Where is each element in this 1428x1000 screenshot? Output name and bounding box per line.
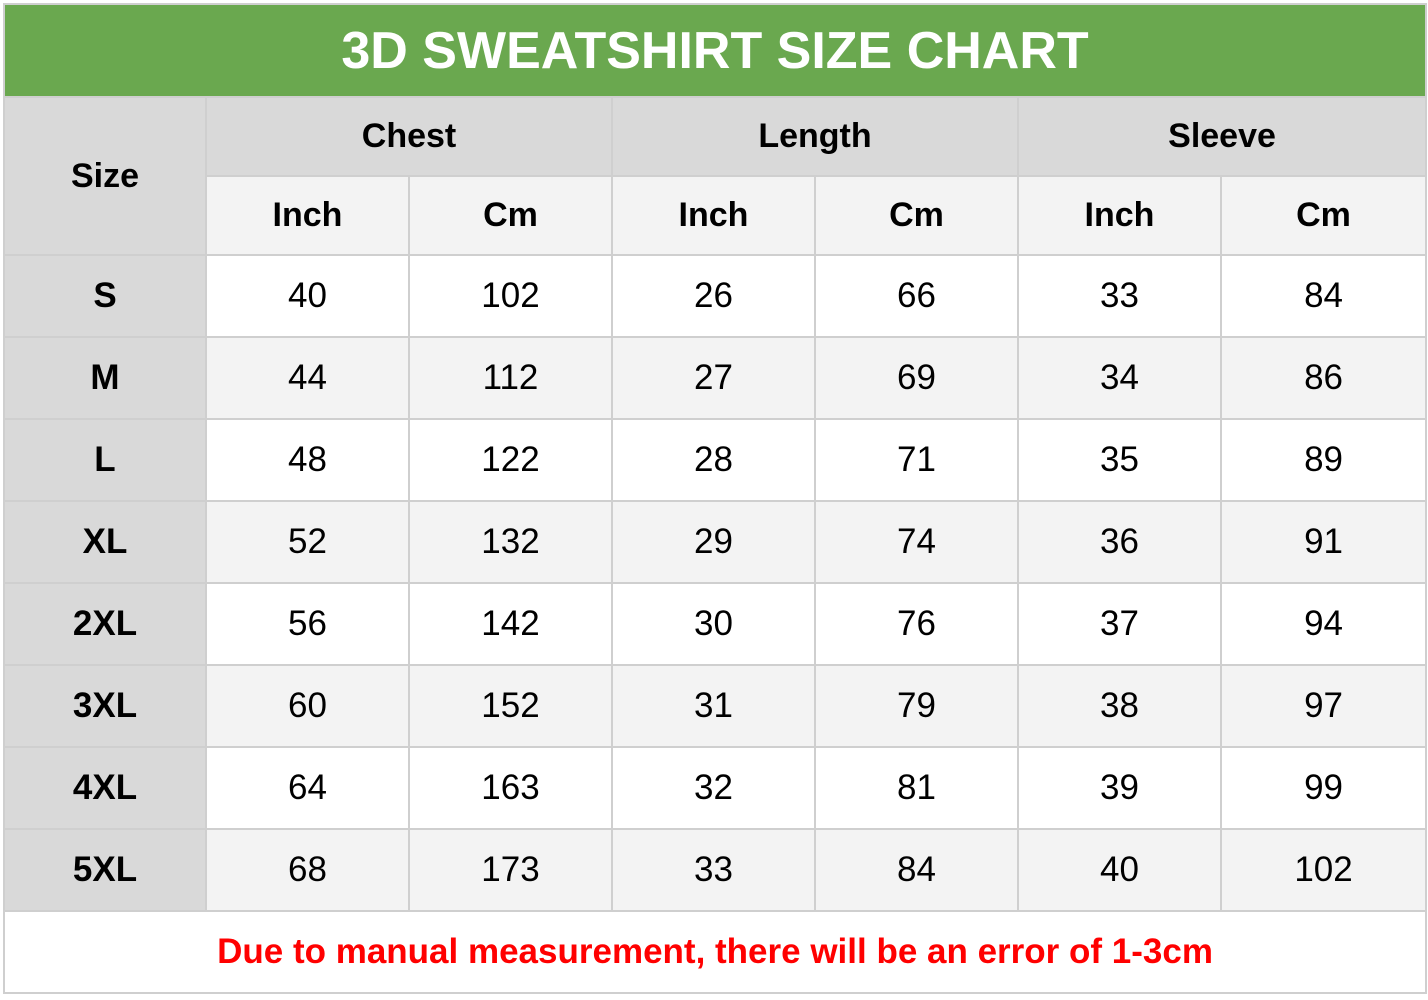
measurement-note: Due to manual measurement, there will be… xyxy=(2,910,1428,994)
length-cm-cell: 81 xyxy=(814,746,1019,830)
table-row: 2XL 56 142 30 76 37 94 xyxy=(3,582,1428,666)
chest-inch-cell: 52 xyxy=(205,500,410,584)
chest-cm-header: Cm xyxy=(408,175,613,256)
chest-cm-cell: 142 xyxy=(408,582,613,666)
sleeve-inch-cell: 36 xyxy=(1017,500,1222,584)
chest-inch-header: Inch xyxy=(205,175,410,256)
length-inch-header: Inch xyxy=(611,175,816,256)
table-row: 4XL 64 163 32 81 39 99 xyxy=(3,746,1428,830)
chart-title: 3D SWEATSHIRT SIZE CHART xyxy=(2,3,1428,98)
chest-inch-cell: 48 xyxy=(205,418,410,502)
size-cell: 4XL xyxy=(3,746,207,830)
length-inch-cell: 29 xyxy=(611,500,816,584)
size-cell: S xyxy=(3,254,207,338)
size-cell: 3XL xyxy=(3,664,207,748)
length-cm-cell: 69 xyxy=(814,336,1019,420)
chest-inch-cell: 64 xyxy=(205,746,410,830)
sleeve-inch-cell: 38 xyxy=(1017,664,1222,748)
length-cm-cell: 71 xyxy=(814,418,1019,502)
length-inch-cell: 28 xyxy=(611,418,816,502)
length-inch-cell: 33 xyxy=(611,828,816,912)
sleeve-inch-cell: 34 xyxy=(1017,336,1222,420)
size-header: Size xyxy=(3,96,207,256)
chest-cm-cell: 173 xyxy=(408,828,613,912)
length-cm-header: Cm xyxy=(814,175,1019,256)
table-row: XL 52 132 29 74 36 91 xyxy=(3,500,1428,584)
chest-cm-cell: 152 xyxy=(408,664,613,748)
length-cm-cell: 84 xyxy=(814,828,1019,912)
sleeve-cm-cell: 99 xyxy=(1219,746,1428,830)
sleeve-cm-cell: 84 xyxy=(1219,254,1428,338)
size-cell: M xyxy=(3,336,207,420)
chest-header: Chest xyxy=(205,96,613,177)
length-cm-cell: 76 xyxy=(814,582,1019,666)
length-inch-cell: 26 xyxy=(611,254,816,338)
sleeve-cm-cell: 102 xyxy=(1219,828,1428,912)
chest-inch-cell: 56 xyxy=(205,582,410,666)
chest-inch-cell: 44 xyxy=(205,336,410,420)
length-header: Length xyxy=(611,96,1019,177)
sleeve-header: Sleeve xyxy=(1016,96,1428,177)
chest-cm-cell: 163 xyxy=(408,746,613,830)
table-row: L 48 122 28 71 35 89 xyxy=(3,418,1428,502)
length-inch-cell: 27 xyxy=(611,336,816,420)
chest-cm-cell: 122 xyxy=(408,418,613,502)
sleeve-cm-cell: 97 xyxy=(1219,664,1428,748)
size-cell: L xyxy=(3,418,207,502)
chest-inch-cell: 40 xyxy=(205,254,410,338)
sleeve-cm-cell: 94 xyxy=(1219,582,1428,666)
sleeve-inch-cell: 35 xyxy=(1017,418,1222,502)
length-inch-cell: 30 xyxy=(611,582,816,666)
sleeve-cm-header: Cm xyxy=(1219,175,1428,256)
sleeve-cm-cell: 89 xyxy=(1219,418,1428,502)
length-cm-cell: 79 xyxy=(814,664,1019,748)
size-cell: 2XL xyxy=(3,582,207,666)
sleeve-inch-header: Inch xyxy=(1017,175,1222,256)
sleeve-inch-cell: 37 xyxy=(1017,582,1222,666)
length-inch-cell: 32 xyxy=(611,746,816,830)
table-row: 3XL 60 152 31 79 38 97 xyxy=(3,664,1428,748)
chest-inch-cell: 60 xyxy=(205,664,410,748)
sleeve-inch-cell: 39 xyxy=(1017,746,1222,830)
size-cell: 5XL xyxy=(3,828,207,912)
size-cell: XL xyxy=(3,500,207,584)
table-row: 5XL 68 173 33 84 40 102 xyxy=(3,828,1428,912)
chest-cm-cell: 102 xyxy=(408,254,613,338)
length-cm-cell: 74 xyxy=(814,500,1019,584)
chest-cm-cell: 132 xyxy=(408,500,613,584)
chest-cm-cell: 112 xyxy=(408,336,613,420)
length-inch-cell: 31 xyxy=(611,664,816,748)
sleeve-cm-cell: 86 xyxy=(1219,336,1428,420)
table-row: S 40 102 26 66 33 84 xyxy=(3,254,1428,338)
sleeve-cm-cell: 91 xyxy=(1219,500,1428,584)
sleeve-inch-cell: 33 xyxy=(1017,254,1222,338)
chest-inch-cell: 68 xyxy=(205,828,410,912)
size-chart-table: 3D SWEATSHIRT SIZE CHART Size Chest Leng… xyxy=(2,3,1428,994)
table-row: M 44 112 27 69 34 86 xyxy=(3,336,1428,420)
sleeve-inch-cell: 40 xyxy=(1017,828,1222,912)
length-cm-cell: 66 xyxy=(814,254,1019,338)
